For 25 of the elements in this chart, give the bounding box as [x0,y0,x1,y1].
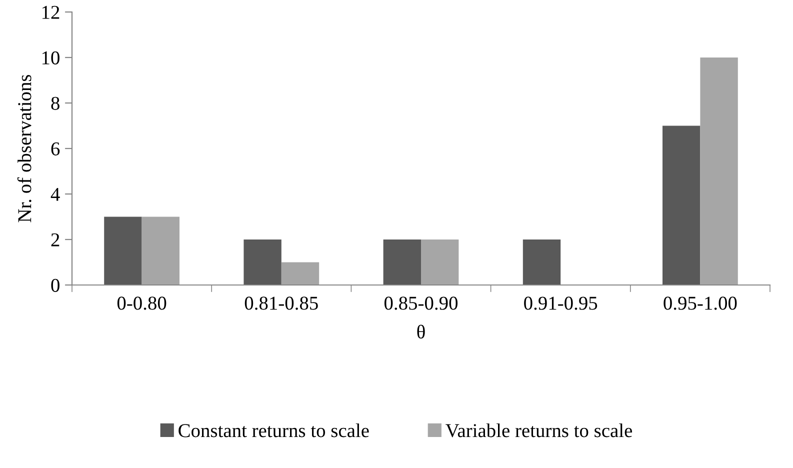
bar [383,240,421,285]
y-axis-title: Nr. of observations [17,74,32,222]
bar [421,240,459,285]
y-tick-label: 6 [51,142,60,156]
x-axis-title: θ [417,324,425,339]
y-tick-label: 10 [42,51,60,64]
legend-label: Variable returns to scale [446,424,632,438]
x-tick-label: 0.91-0.95 [524,296,598,310]
y-tick-label: 0 [51,278,60,292]
x-tick-label: 0.95-1.00 [664,296,737,310]
bar [700,58,738,285]
bar [281,262,320,285]
bar [662,126,700,285]
y-tick-label: 8 [51,96,60,110]
bar [522,240,561,285]
y-tick-label: 4 [50,188,60,201]
x-tick-label: 0.81-0.85 [244,296,318,310]
x-tick-label: 0-0.80 [117,296,166,310]
y-tick-label: 2 [51,233,60,246]
bar [142,216,180,285]
x-tick-label: 0.85-0.90 [384,296,458,310]
bar [104,216,142,285]
legend-label: Constant returns to scale [178,424,369,438]
y-tick-label: 12 [42,6,60,19]
bar [244,240,282,285]
